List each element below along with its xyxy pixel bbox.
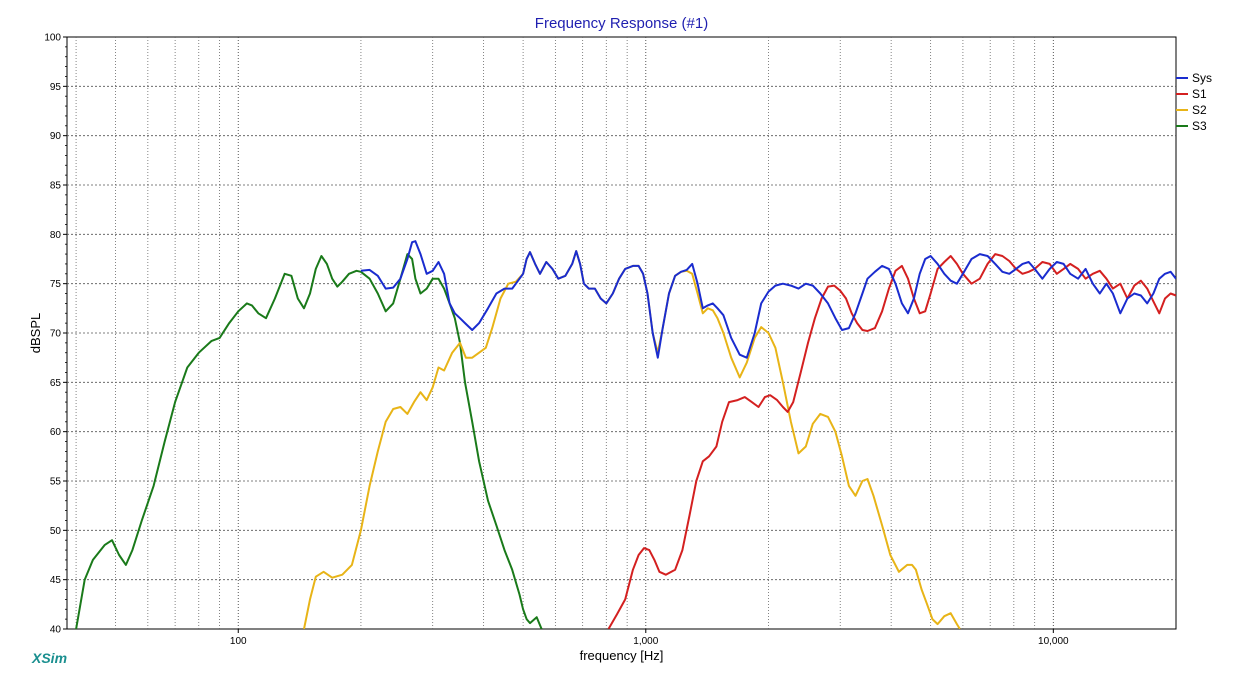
plot-area [66, 36, 1177, 630]
y-tick-label: 95 [50, 82, 62, 93]
y-tick-label: 40 [50, 625, 62, 636]
x-axis-ticks: 100 1,000 10,000 [230, 629, 1069, 647]
series-line-s1 [607, 253, 1176, 629]
y-tick-label: 55 [50, 477, 62, 488]
y-axis-label: dBSPL [28, 313, 43, 353]
x-tick-label: 100 [230, 636, 247, 647]
y-tick-label: 45 [50, 575, 62, 586]
y-tick-label: 75 [50, 279, 62, 290]
legend-label-s1: S1 [1192, 87, 1207, 101]
y-tick-label: 85 [50, 181, 62, 192]
y-tick-label: 70 [50, 329, 62, 340]
y-tick-label: 80 [50, 230, 62, 241]
x-tick-label: 1,000 [633, 636, 658, 647]
grid [67, 37, 1176, 629]
y-tick-label: 90 [50, 131, 62, 142]
y-axis-ticks: 40 45 50 55 60 65 70 75 80 85 90 95 100 [44, 33, 67, 636]
legend-label-s2: S2 [1192, 103, 1207, 117]
legend-label-s3: S3 [1192, 119, 1207, 133]
legend-label-sys: Sys [1192, 71, 1212, 85]
x-axis-label: frequency [Hz] [580, 648, 664, 663]
xsim-logo: XSim [32, 650, 68, 666]
series-line-s3 [75, 253, 543, 629]
y-tick-label: 50 [50, 526, 62, 537]
x-tick-label: 10,000 [1038, 636, 1069, 647]
series-line-sys [360, 240, 1176, 359]
y-tick-label: 100 [44, 33, 61, 44]
legend: Sys S1 S2 S3 [1176, 71, 1212, 133]
y-tick-label: 60 [50, 427, 62, 438]
series-lines [75, 240, 1176, 629]
y-tick-label: 65 [50, 378, 62, 389]
chart-title: Frequency Response (#1) [535, 15, 708, 32]
